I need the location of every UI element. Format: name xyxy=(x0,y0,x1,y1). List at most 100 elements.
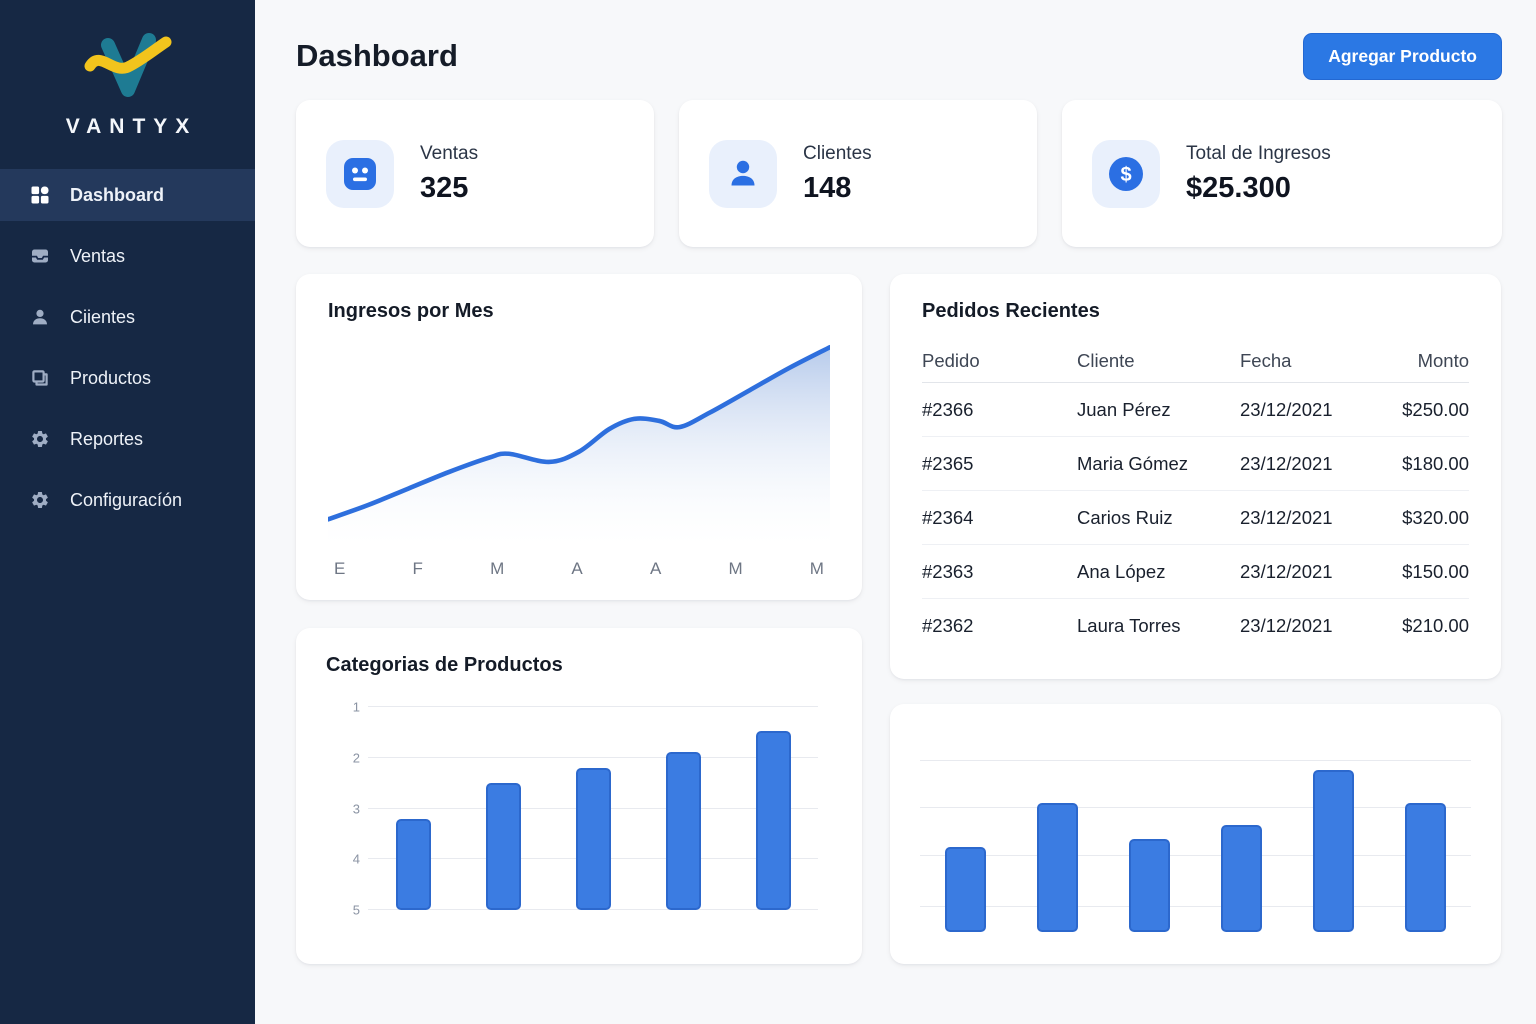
sidebar-item-ciientes[interactable]: Ciientes xyxy=(0,291,255,343)
x-axis-label: M xyxy=(490,559,505,578)
stat-value: $25.300 xyxy=(1186,171,1291,204)
brand-name: VANTYX xyxy=(65,115,198,138)
stat-label: Clientes xyxy=(803,142,872,164)
revenue-area-chart xyxy=(328,341,830,546)
y-axis-label: 4 xyxy=(352,851,360,867)
revenue-chart-title: Ingresos por Mes xyxy=(328,300,494,322)
sidebar-item-reportes[interactable]: Reportes xyxy=(0,413,255,465)
order-date: 23/12/2021 xyxy=(1240,560,1333,582)
gridline xyxy=(368,756,818,758)
recent-orders-card: Pedidos Recientes Pedido Cliente Fecha Mont… xyxy=(890,274,1501,679)
gridline xyxy=(920,759,1471,761)
categories-chart-title: Categorias de Productos xyxy=(326,654,563,676)
recent-orders-title: Pedidos Recientes xyxy=(922,300,1100,322)
x-axis-label: F xyxy=(412,559,423,578)
sidebar-item-ventas[interactable]: Ventas xyxy=(0,230,255,282)
secondary-chart-card xyxy=(890,704,1501,964)
stats-row: Ventas 325 Clientes 148 $ Total de Ingre… xyxy=(296,100,1502,247)
svg-text:$: $ xyxy=(1120,164,1131,186)
charts-area: Ingresos por Mes xyxy=(296,274,1502,964)
column-header-monto: Monto xyxy=(1417,349,1469,371)
table-row[interactable]: #2365 Maria Gómez 23/12/2021 $180.00 xyxy=(922,437,1469,491)
sidebar-item-configurac-n[interactable]: Configuracíón xyxy=(0,474,255,526)
order-id: #2365 xyxy=(922,452,974,474)
main-content: Dashboard Agregar Producto Ventas 325 Cl… xyxy=(255,0,1536,1024)
order-date: 23/12/2021 xyxy=(1240,452,1333,474)
bar xyxy=(1404,803,1446,932)
stat-label: Ventas xyxy=(420,142,479,164)
stat-label: Total de Ingresos xyxy=(1186,142,1331,164)
right-column: Pedidos Recientes Pedido Cliente Fecha Mont… xyxy=(890,274,1501,964)
x-axis-label: A xyxy=(571,559,583,578)
order-amount: $250.00 xyxy=(1402,398,1469,420)
column-header-pedido: Pedido xyxy=(922,349,980,371)
customer-name: Carios Ruiz xyxy=(1077,506,1173,528)
bar xyxy=(665,751,701,910)
sidebar-item-label: Configuracíón xyxy=(70,489,183,510)
add-product-button[interactable]: Agregar Producto xyxy=(1303,32,1502,80)
page-header: Dashboard Agregar Producto xyxy=(296,28,1502,84)
bar xyxy=(1312,769,1354,932)
x-axis-label: A xyxy=(649,559,662,578)
sidebar: VANTYX Dashboard Ventas Ciientes Product… xyxy=(0,0,255,1024)
column-header-cliente: Cliente xyxy=(1077,349,1135,371)
sidebar-item-dashboard[interactable]: Dashboard xyxy=(0,169,255,221)
stat-card-ventas: Ventas 325 xyxy=(296,100,654,247)
order-amount: $150.00 xyxy=(1402,560,1469,582)
order-amount: $210.00 xyxy=(1402,615,1469,636)
customer-name: Maria Gómez xyxy=(1077,452,1189,474)
order-id: #2364 xyxy=(922,506,974,528)
order-id: #2366 xyxy=(922,398,974,420)
sidebar-nav: Dashboard Ventas Ciientes Productos Repo… xyxy=(0,169,255,526)
dollar-icon: $ xyxy=(1092,139,1160,208)
table-row[interactable]: #2366 Juan Pérez 23/12/2021 $250.00 xyxy=(922,383,1469,437)
gear-icon xyxy=(30,429,50,449)
y-axis-label: 2 xyxy=(352,750,360,766)
bar xyxy=(485,783,521,910)
categories-bar-chart: 1 2 3 4 5 xyxy=(353,700,818,918)
x-axis-label: M xyxy=(728,559,743,578)
bars-group xyxy=(368,707,818,910)
bar xyxy=(575,767,611,910)
user-icon xyxy=(30,307,50,327)
gear-icon xyxy=(30,490,50,510)
brand: VANTYX xyxy=(0,0,255,139)
order-id: #2362 xyxy=(922,615,974,636)
x-axis-label: M xyxy=(809,559,824,578)
sidebar-item-label: Productos xyxy=(70,367,152,388)
table-row[interactable]: #2362 Laura Torres 23/12/2021 $210.00 xyxy=(922,599,1469,653)
bar xyxy=(395,818,431,910)
y-axis-label: 3 xyxy=(352,801,360,816)
stat-card-clientes: Clientes 148 xyxy=(679,100,1037,247)
sidebar-item-label: Reportes xyxy=(70,428,144,449)
gridline xyxy=(920,854,1471,856)
column-header-fecha: Fecha xyxy=(1240,349,1292,371)
bars-group xyxy=(920,734,1471,932)
bar xyxy=(1037,803,1079,932)
customer-name: Ana López xyxy=(1077,560,1166,582)
orders-table-header: Pedido Cliente Fecha Monto xyxy=(922,339,1469,383)
revenue-chart-card: Ingresos por Mes xyxy=(296,274,862,600)
y-axis-label: 1 xyxy=(352,699,360,715)
order-id: #2363 xyxy=(922,560,974,582)
sidebar-item-productos[interactable]: Productos xyxy=(0,352,255,404)
table-row[interactable]: #2364 Carios Ruiz 23/12/2021 $320.00 xyxy=(922,491,1469,545)
table-row[interactable]: #2363 Ana López 23/12/2021 $150.00 xyxy=(922,545,1469,599)
y-axis-label: 5 xyxy=(352,902,360,918)
customer-name: Juan Pérez xyxy=(1077,398,1171,420)
bar xyxy=(1129,838,1171,932)
categories-chart-card: Categorias de Productos 1 2 3 4 5 xyxy=(296,628,862,964)
stat-value: 325 xyxy=(420,171,469,204)
order-amount: $320.00 xyxy=(1402,506,1469,528)
orders-table-body: #2366 Juan Pérez 23/12/2021 $250.00 #236… xyxy=(922,383,1469,653)
terminal-icon xyxy=(326,139,394,208)
gridline xyxy=(920,807,1471,809)
box-icon xyxy=(30,368,50,388)
bar xyxy=(945,846,987,932)
sidebar-item-label: Dashboard xyxy=(70,184,165,205)
bar xyxy=(1220,825,1262,932)
order-date: 23/12/2021 xyxy=(1240,398,1333,420)
gridline xyxy=(920,906,1471,908)
